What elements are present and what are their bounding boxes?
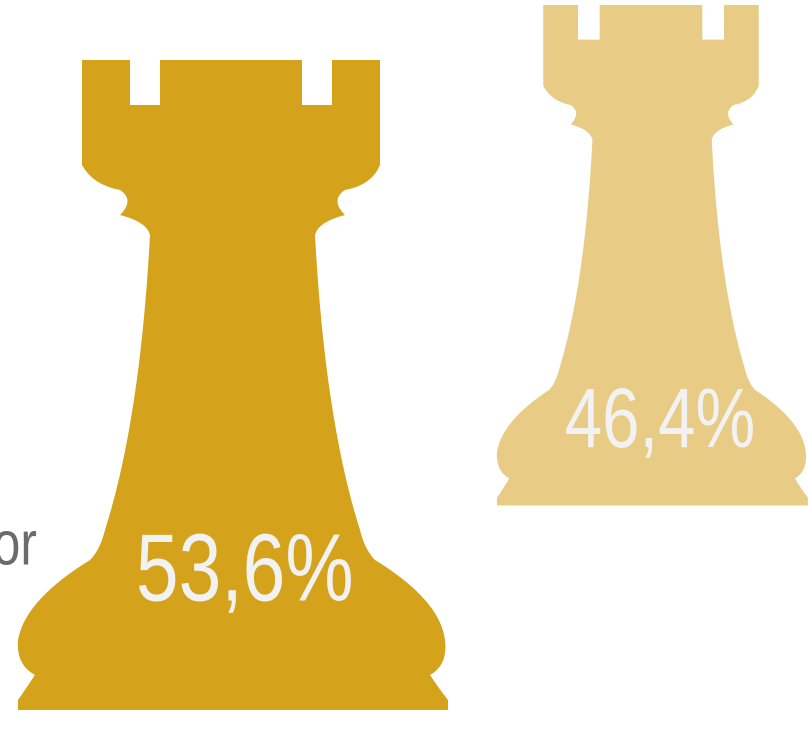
piece-label: 53,6% [136, 514, 354, 621]
left-text: or [0, 508, 37, 578]
infographic: or 53,6% 46,4% [0, 0, 808, 738]
piece-label: 46,4% [565, 372, 756, 466]
